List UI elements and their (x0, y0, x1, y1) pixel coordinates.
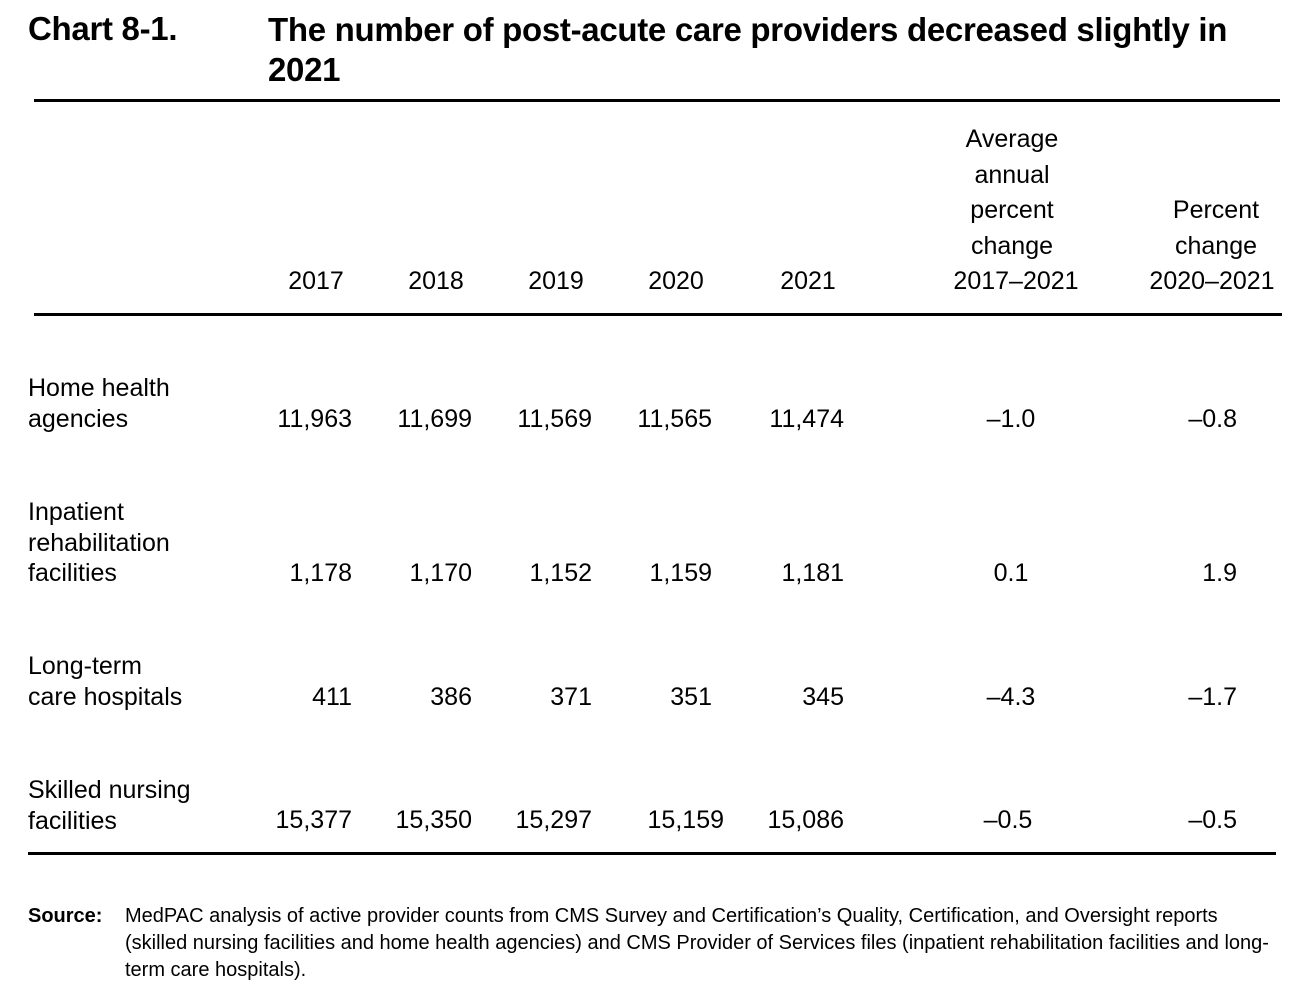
cell-2020: 11,565 (637, 405, 712, 433)
row-label-line: Inpatient (28, 498, 124, 526)
col-header-pct-line: change (1174, 231, 1258, 260)
cell-2019: 15,297 (515, 806, 592, 834)
col-header-2021: 2021 (780, 267, 836, 295)
cell-2017: 15,377 (275, 806, 352, 834)
col-header-avg-line: change (970, 231, 1054, 260)
row-label-line: rehabilitation (28, 528, 170, 557)
source-label: Source: (28, 905, 103, 927)
chart-label: Chart 8-1. (28, 10, 178, 47)
cell-2018: 11,699 (397, 405, 472, 433)
cell-avg-change: 0.1 (993, 559, 1029, 587)
col-header-avg-change: Average annual percent change 2017–2021 (912, 122, 1112, 300)
cell-avg-change: –0.5 (983, 806, 1033, 834)
cell-2017: 11,963 (277, 405, 352, 433)
top-rule (34, 99, 1280, 102)
cell-2021: 345 (802, 683, 844, 711)
col-header-2019: 2019 (528, 267, 584, 295)
col-header-2018: 2018 (408, 267, 464, 295)
col-header-avg-line: 2017–2021 (953, 267, 1079, 295)
cell-2017: 1,178 (289, 559, 352, 587)
col-header-pct-line: Percent (1172, 196, 1260, 224)
col-header-2020: 2020 (648, 267, 704, 295)
cell-2020: 351 (670, 683, 712, 711)
chart-title: The number of post-acute care providers … (268, 11, 1228, 88)
cell-2018: 386 (430, 683, 472, 711)
row-label-line: Skilled nursing (28, 776, 191, 804)
row-label-line: care hospitals (28, 682, 183, 711)
row-label-line: facilities (28, 559, 117, 587)
row-label: Home health agencies (28, 373, 170, 434)
row-label-line: facilities (28, 806, 117, 835)
row-label: Skilled nursing facilities (28, 775, 191, 836)
row-label-line: Long-term (28, 652, 142, 680)
cell-2019: 1,152 (529, 559, 592, 587)
row-label-line: agencies (28, 404, 129, 433)
col-header-pct-line: 2020–2021 (1149, 267, 1275, 295)
col-header-avg-line: annual (974, 160, 1050, 189)
cell-avg-change: –4.3 (986, 683, 1036, 711)
header-rule (34, 313, 1282, 316)
cell-pct-change: 1.9 (1202, 559, 1237, 587)
cell-2019: 371 (550, 683, 592, 711)
col-header-avg-line: Average (965, 125, 1059, 153)
cell-2018: 15,350 (395, 806, 472, 834)
cell-2021: 15,086 (767, 806, 844, 834)
cell-2021: 1,181 (781, 559, 844, 587)
col-header-2017: 2017 (288, 267, 344, 295)
cell-2020: 15,159 (647, 806, 724, 834)
cell-pct-change: –0.8 (1188, 405, 1237, 433)
cell-pct-change: –0.5 (1188, 806, 1237, 834)
row-label: Inpatient rehabilitation facilities (28, 497, 170, 589)
cell-2019: 11,569 (517, 405, 592, 433)
cell-avg-change: –1.0 (986, 405, 1036, 433)
source-note: MedPAC analysis of active provider count… (125, 905, 1269, 981)
cell-2017: 411 (312, 683, 352, 711)
bottom-rule (28, 852, 1276, 855)
row-label: Long-term care hospitals (28, 651, 182, 712)
col-header-pct-change: Percent change 2020–2021 (1112, 193, 1302, 300)
cell-2020: 1,159 (649, 559, 712, 587)
cell-pct-change: –1.7 (1188, 683, 1237, 711)
row-label-line: Home health (28, 374, 170, 402)
cell-2021: 11,474 (769, 405, 844, 433)
col-header-avg-line: percent (970, 196, 1054, 224)
cell-2018: 1,170 (409, 559, 472, 587)
